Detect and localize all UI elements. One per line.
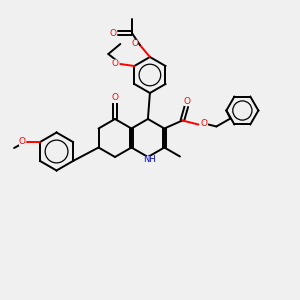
Text: O: O xyxy=(19,136,26,146)
Text: O: O xyxy=(201,119,208,128)
Text: O: O xyxy=(184,97,191,106)
Text: O: O xyxy=(112,94,118,103)
Text: O: O xyxy=(112,58,119,68)
Text: NH: NH xyxy=(143,155,156,164)
Text: O: O xyxy=(110,28,116,38)
Text: O: O xyxy=(131,40,138,49)
